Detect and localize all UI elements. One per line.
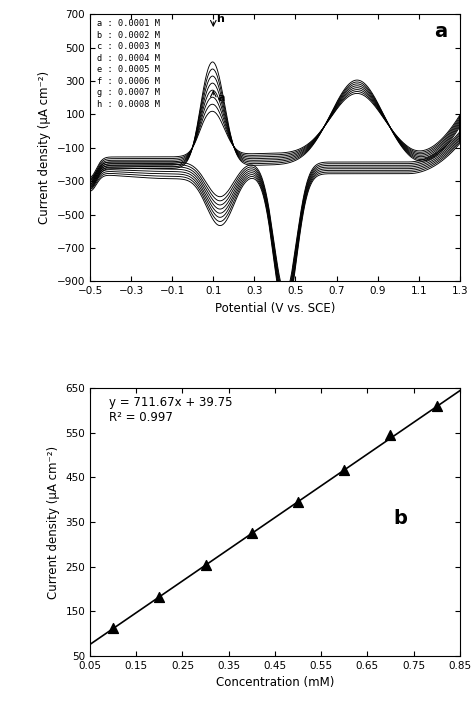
Text: a : 0.0001 M
b : 0.0002 M
c : 0.0003 M
d : 0.0004 M
e : 0.0005 M
f : 0.0006 M
g : a : 0.0001 M b : 0.0002 M c : 0.0003 M d… bbox=[98, 20, 161, 109]
Text: h: h bbox=[216, 14, 224, 24]
Y-axis label: Current density (μA cm⁻²): Current density (μA cm⁻²) bbox=[38, 71, 51, 224]
Text: a: a bbox=[218, 94, 225, 104]
Point bbox=[202, 560, 210, 571]
Text: a: a bbox=[434, 22, 447, 41]
Point bbox=[433, 400, 440, 412]
X-axis label: Potential (V vs. SCE): Potential (V vs. SCE) bbox=[215, 302, 335, 315]
Point bbox=[109, 623, 117, 634]
Point bbox=[340, 465, 348, 476]
Y-axis label: Current density (μA cm⁻²): Current density (μA cm⁻²) bbox=[47, 446, 60, 599]
Point bbox=[155, 591, 163, 603]
X-axis label: Concentration (mM): Concentration (mM) bbox=[216, 676, 334, 689]
Point bbox=[248, 528, 255, 539]
Text: b: b bbox=[393, 508, 407, 527]
Point bbox=[294, 496, 302, 508]
Text: y = 711.67x + 39.75
R² = 0.997: y = 711.67x + 39.75 R² = 0.997 bbox=[109, 396, 232, 424]
Point bbox=[387, 429, 394, 441]
